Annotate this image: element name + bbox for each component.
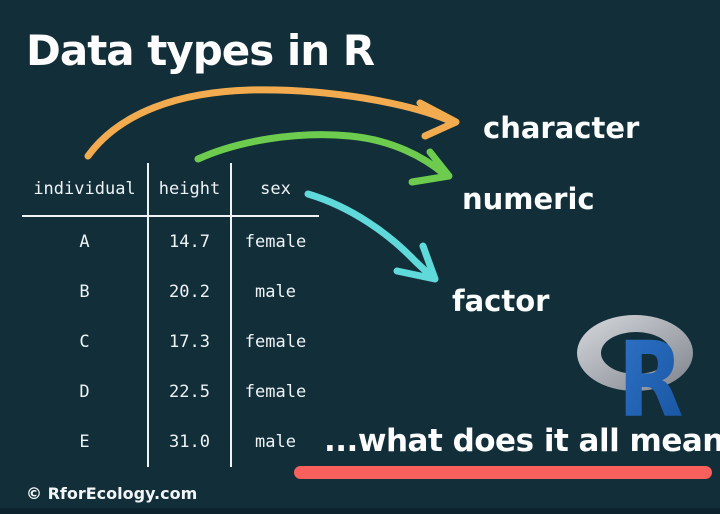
r-logo-letter: R	[618, 321, 684, 426]
table-cell: male	[255, 432, 296, 452]
table-cell: 22.5	[148, 367, 232, 417]
table-cell: 20.2	[148, 267, 232, 317]
table-cell: 17.3	[148, 317, 232, 367]
column-header-height: height	[148, 163, 232, 217]
column-header-sex: sex	[231, 163, 319, 217]
table-cell: B	[22, 267, 149, 317]
page-title: Data types in R	[26, 26, 375, 75]
column-header-individual: individual	[22, 163, 149, 217]
question-text: ...what does it all mean?	[324, 423, 720, 459]
r-logo-ring	[577, 315, 693, 391]
table-cell: 31.0	[148, 417, 232, 467]
table-row: C 17.3 female	[22, 317, 319, 367]
table-cell: D	[22, 367, 149, 417]
table-cell: C	[22, 317, 149, 367]
arrow-character-icon	[84, 86, 460, 160]
table-cell: male	[255, 282, 296, 302]
table-cell: female	[244, 382, 307, 402]
table-cell: female	[244, 232, 307, 252]
table-cell: A	[22, 216, 149, 267]
bottom-edge	[0, 508, 720, 514]
table-cell: female	[244, 332, 307, 352]
red-underline	[294, 466, 712, 479]
table-row: E 31.0 male	[22, 417, 319, 467]
label-character: character	[483, 111, 640, 145]
data-table: individual height sex A 14.7 female B 20…	[22, 163, 319, 467]
table-header-row: individual height sex	[22, 163, 319, 217]
table-row: D 22.5 female	[22, 367, 319, 417]
label-factor: factor	[452, 284, 550, 318]
r-logo-icon: R	[572, 306, 712, 441]
copyright-text: © RforEcology.com	[26, 484, 198, 503]
arrow-factor-icon	[304, 190, 439, 283]
table-cell: E	[22, 417, 149, 467]
label-numeric: numeric	[462, 182, 595, 216]
table-row: B 20.2 male	[22, 267, 319, 317]
table-cell: 14.7	[148, 216, 232, 267]
table-row: A 14.7 female	[22, 216, 319, 267]
